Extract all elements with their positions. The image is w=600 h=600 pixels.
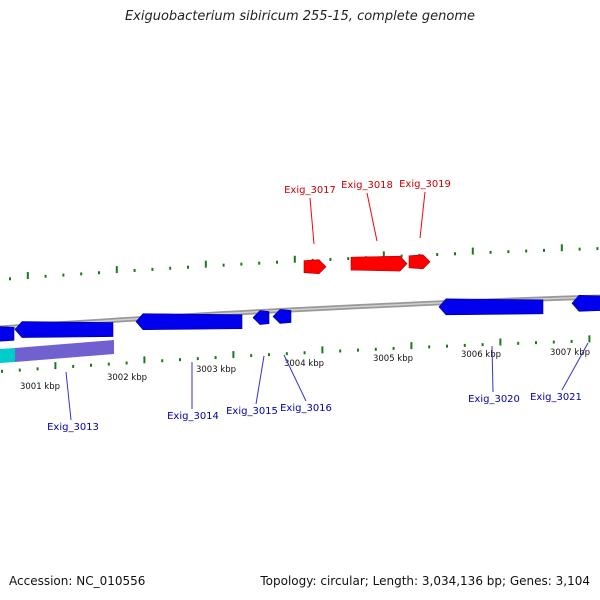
reverse-gene-arrow[interactable] — [571, 294, 600, 312]
map-title: Exiguobacterium sibiricum 255-15, comple… — [124, 9, 476, 24]
reverse-gene-arrow[interactable] — [135, 313, 243, 330]
scale-label: 3007 kbp — [550, 348, 590, 358]
reverse-gene-arrow[interactable] — [272, 309, 292, 324]
reverse-gene-label: Exig_3013 — [47, 422, 99, 433]
reverse-gene-label: Exig_3015 — [226, 406, 278, 417]
reverse-gene-leader — [255, 355, 265, 405]
reverse-gene-arrow[interactable] — [252, 310, 270, 325]
forward-gene-arrow[interactable] — [350, 255, 408, 272]
forward-gene-leader — [419, 191, 426, 239]
reverse-gene-leader — [283, 354, 307, 402]
forward-gene-leader — [366, 192, 378, 242]
scale-label: 3006 kbp — [461, 350, 501, 360]
reverse-gene-arrow[interactable] — [438, 298, 544, 316]
forward-gene-arrow[interactable] — [408, 254, 431, 270]
reverse-gene-label: Exig_3020 — [468, 394, 520, 405]
scale-label: 3001 kbp — [20, 382, 60, 392]
forward-gene-arrow[interactable] — [303, 259, 327, 275]
rrna-feature[interactable] — [0, 348, 15, 363]
reverse-gene-leader — [65, 371, 72, 421]
accession-text: Accession: NC_010556 — [9, 574, 146, 588]
reverse-gene-leader — [561, 342, 589, 391]
scale-label: 3004 kbp — [284, 359, 324, 369]
forward-gene-label: Exig_3017 — [284, 185, 336, 196]
region-feature[interactable] — [15, 340, 114, 362]
reverse-gene-arrow[interactable] — [0, 326, 15, 342]
genome-summary-text: Topology: circular; Length: 3,034,136 bp… — [260, 574, 590, 588]
reverse-gene-label: Exig_3021 — [530, 392, 582, 403]
forward-gene-label: Exig_3018 — [341, 180, 393, 191]
reverse-gene-leader — [491, 345, 494, 393]
scale-label: 3005 kbp — [373, 354, 413, 364]
reverse-gene-label: Exig_3014 — [167, 411, 219, 422]
scale-label: 3002 kbp — [107, 373, 147, 383]
scale-label: 3003 kbp — [196, 365, 236, 375]
forward-gene-label: Exig_3019 — [399, 179, 451, 190]
reverse-gene-arrow[interactable] — [14, 321, 114, 338]
forward-gene-leader — [309, 197, 315, 245]
reverse-gene-label: Exig_3016 — [280, 403, 332, 414]
